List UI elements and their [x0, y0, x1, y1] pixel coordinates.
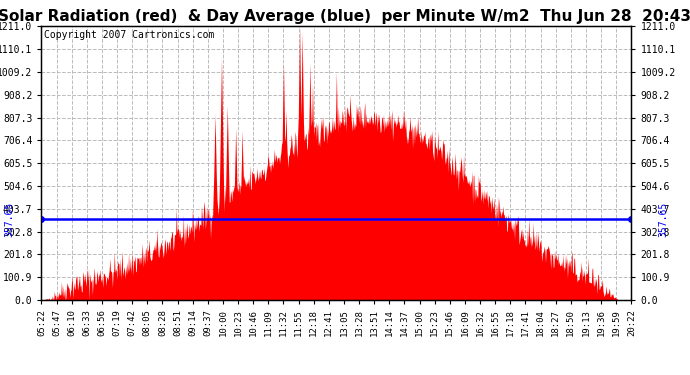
Text: Copyright 2007 Cartronics.com: Copyright 2007 Cartronics.com	[44, 30, 215, 40]
Text: Solar Radiation (red)  & Day Average (blue)  per Minute W/m2  Thu Jun 28  20:43: Solar Radiation (red) & Day Average (blu…	[0, 9, 690, 24]
Text: 357.65: 357.65	[4, 201, 14, 237]
Text: 357.65: 357.65	[659, 201, 669, 237]
